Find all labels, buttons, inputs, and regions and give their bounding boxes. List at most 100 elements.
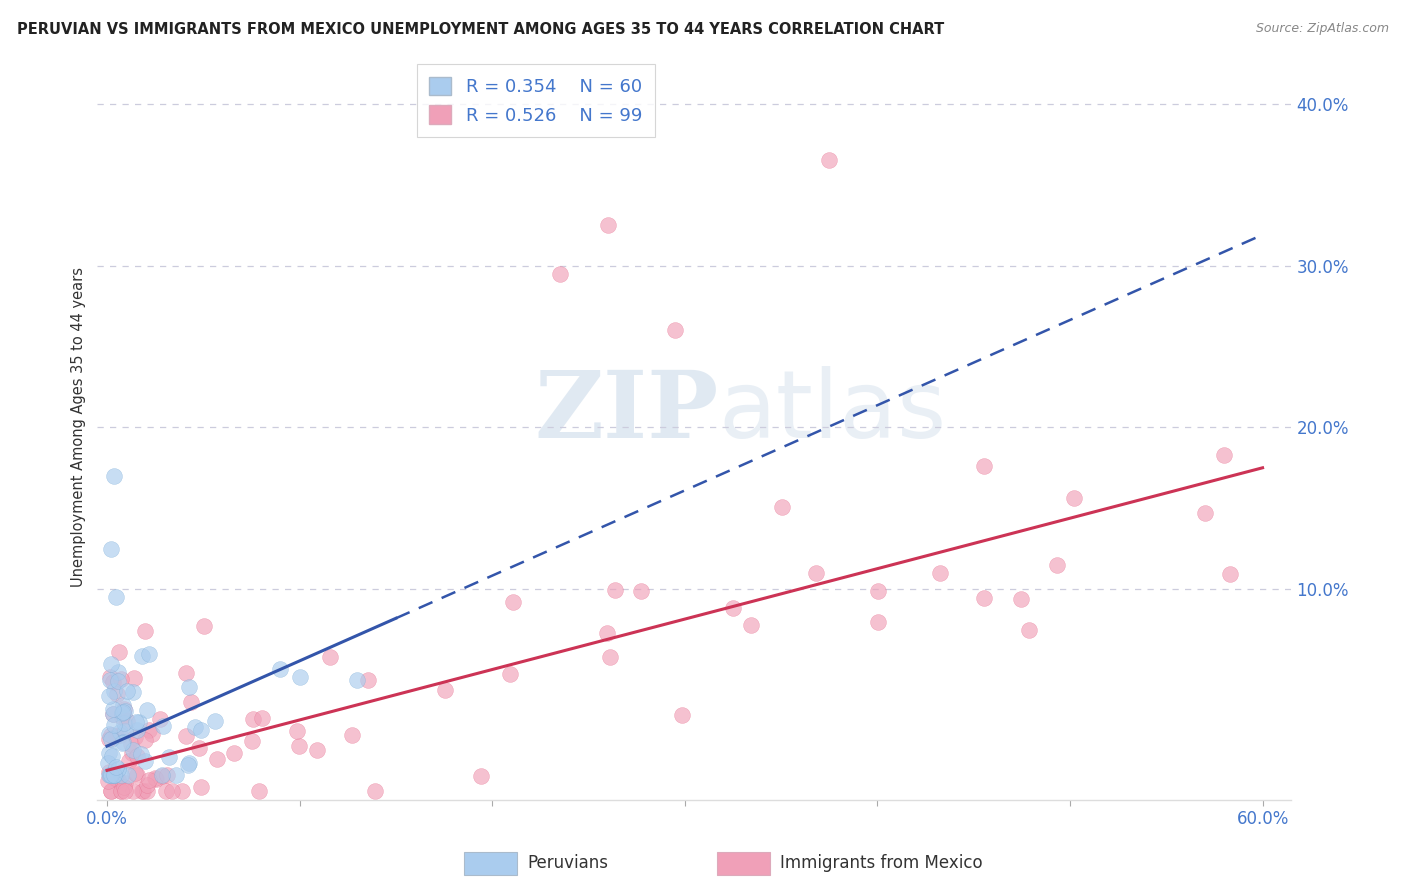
Point xyxy=(180,695,202,709)
Y-axis label: Unemployment Among Ages 35 to 44 years: Unemployment Among Ages 35 to 44 years xyxy=(72,268,86,587)
Point xyxy=(721,600,744,615)
Point xyxy=(1018,623,1040,637)
Point xyxy=(129,747,152,761)
Point xyxy=(101,706,124,721)
Point xyxy=(285,724,308,739)
Point xyxy=(124,671,146,685)
Point xyxy=(929,566,952,580)
Point xyxy=(125,749,148,764)
Point xyxy=(134,754,156,768)
Point xyxy=(155,767,177,781)
Point xyxy=(108,728,131,742)
Point xyxy=(1219,567,1241,582)
Point xyxy=(131,784,153,798)
Point xyxy=(107,772,129,787)
Point xyxy=(132,784,155,798)
Point xyxy=(97,689,120,703)
Point xyxy=(804,566,827,580)
Point xyxy=(138,772,160,787)
Point xyxy=(97,746,120,760)
Point xyxy=(177,758,200,772)
Point xyxy=(770,500,793,514)
Point xyxy=(174,730,197,744)
Point xyxy=(120,738,142,752)
Point xyxy=(110,784,132,798)
Point xyxy=(101,749,124,764)
Point xyxy=(184,720,207,734)
Legend: R = 0.354    N = 60, R = 0.526    N = 99: R = 0.354 N = 60, R = 0.526 N = 99 xyxy=(416,64,655,137)
Point xyxy=(100,784,122,798)
Point xyxy=(114,724,136,739)
Point xyxy=(434,683,457,698)
Point xyxy=(143,771,166,785)
Point xyxy=(152,719,174,733)
Point xyxy=(111,705,134,719)
Point xyxy=(136,778,159,792)
Point xyxy=(346,673,368,687)
Point xyxy=(100,768,122,782)
Point xyxy=(97,756,120,771)
Point xyxy=(122,784,145,798)
Point xyxy=(107,762,129,776)
Point xyxy=(124,730,146,744)
Point xyxy=(112,702,135,716)
Point xyxy=(107,674,129,689)
Point xyxy=(104,729,127,743)
Point xyxy=(1194,506,1216,520)
Point xyxy=(596,218,619,232)
Point xyxy=(204,714,226,728)
Point xyxy=(100,728,122,742)
Point xyxy=(112,780,135,794)
Point xyxy=(305,743,328,757)
Point xyxy=(118,754,141,768)
Point xyxy=(187,740,209,755)
Point xyxy=(671,708,693,723)
Point xyxy=(502,595,524,609)
Point xyxy=(205,752,228,766)
Point xyxy=(100,768,122,782)
Point xyxy=(97,773,120,788)
Point xyxy=(630,584,652,599)
Point xyxy=(115,714,138,728)
Point xyxy=(150,768,173,782)
Point xyxy=(131,649,153,664)
Point xyxy=(250,711,273,725)
Point xyxy=(110,706,132,721)
Point xyxy=(121,685,143,699)
Point xyxy=(110,724,132,739)
Point xyxy=(101,768,124,782)
Point xyxy=(155,784,177,798)
Point xyxy=(1046,558,1069,573)
Text: ZIP: ZIP xyxy=(534,368,718,458)
Point xyxy=(97,768,120,782)
Point xyxy=(162,784,184,798)
Point xyxy=(247,784,270,798)
Point xyxy=(100,731,122,746)
Point xyxy=(127,768,149,782)
Point xyxy=(110,784,132,798)
Point xyxy=(125,723,148,737)
Text: atlas: atlas xyxy=(718,367,946,458)
Point xyxy=(269,662,291,676)
Point xyxy=(740,617,762,632)
Point xyxy=(104,768,127,782)
Point xyxy=(177,680,200,694)
Point xyxy=(498,667,520,681)
Point xyxy=(664,323,686,337)
Point xyxy=(114,776,136,790)
Point xyxy=(973,591,995,606)
Point xyxy=(111,735,134,749)
Point xyxy=(100,541,122,556)
Point xyxy=(122,743,145,757)
Point xyxy=(104,760,127,774)
Point xyxy=(115,684,138,698)
Point xyxy=(103,768,125,782)
Point xyxy=(98,732,121,747)
Point xyxy=(149,712,172,726)
Point xyxy=(288,739,311,753)
Point xyxy=(121,746,143,760)
Point xyxy=(193,619,215,633)
Point xyxy=(357,673,380,688)
Point xyxy=(114,704,136,718)
Point xyxy=(818,153,841,168)
